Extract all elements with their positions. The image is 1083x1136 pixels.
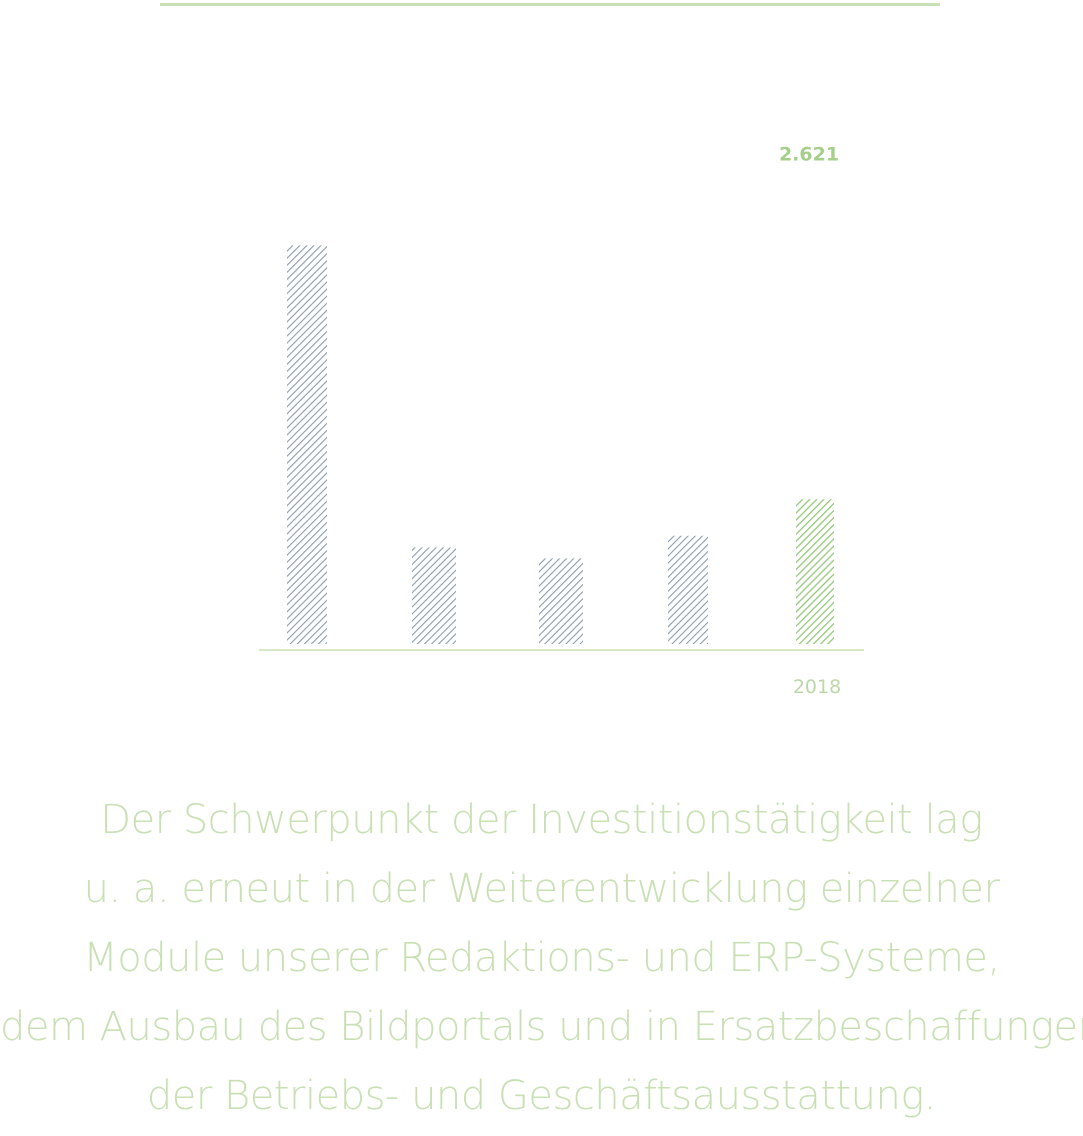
caption-line: Module unserer Redaktions- und ERP-Syste… [83,935,1000,981]
caption-text: Der Schwerpunkt der Investitionstätigkei… [0,786,1083,1131]
bar [287,245,327,644]
bar-highlight [796,499,834,644]
caption-line: dem Ausbau des Bildportals und in Ersatz… [0,1004,1083,1050]
bar-value-label: 2.621 [779,143,839,165]
bar [412,547,456,644]
bar [539,558,583,644]
caption-line: u. a. erneut in der Weiterentwicklung ei… [83,866,1000,912]
caption-line: Der Schwerpunkt der Investitionstätigkei… [100,797,983,843]
bar [668,535,708,644]
bars-layer [287,245,834,644]
top-divider [160,3,940,6]
caption-line: der Betriebs- und Geschäftsausstattung. [146,1073,937,1119]
labels-layer: 2.621 2018 [779,143,841,698]
investment-bar-chart: 2.621 2018 [259,143,864,698]
x-tick-label: 2018 [793,676,841,698]
